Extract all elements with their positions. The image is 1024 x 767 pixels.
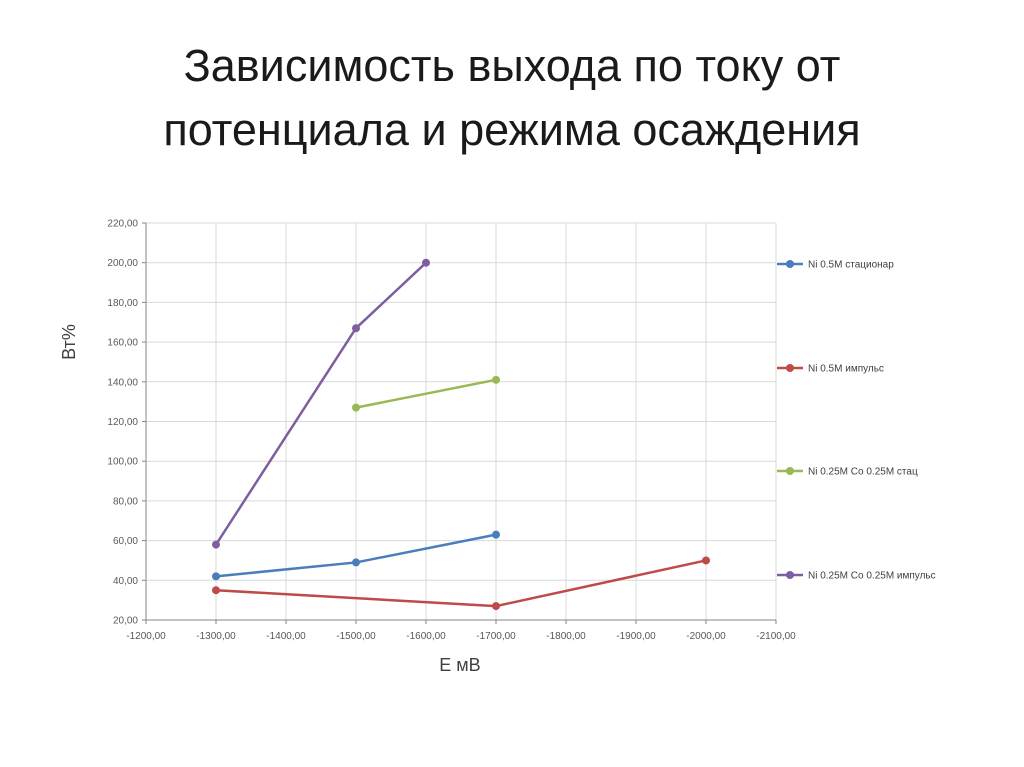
legend-label: Ni 0.5M импульс	[808, 364, 884, 375]
y-tick-label: 60,00	[113, 536, 138, 547]
y-axis-title: Вт%	[59, 324, 79, 360]
y-tick-label: 140,00	[107, 377, 138, 388]
x-tick-label: -1600,00	[406, 631, 446, 642]
legend-label: Ni 0.25M Co 0.25M импульс	[808, 571, 936, 582]
y-tick-label: 220,00	[107, 219, 138, 230]
data-point	[702, 556, 710, 565]
y-tick-label: 20,00	[113, 616, 138, 627]
slide-title: Зависимость выхода по току от потенциала…	[0, 34, 1024, 162]
axes	[142, 222, 777, 624]
series-line	[215, 559, 707, 608]
series-1	[212, 530, 500, 581]
legend-item: Ni 0.25M Co 0.25M импульс	[777, 571, 936, 582]
data-point	[422, 258, 430, 267]
gridlines	[145, 222, 777, 621]
x-tick-label: -1400,00	[266, 631, 306, 642]
x-tick-label: -1900,00	[616, 631, 656, 642]
data-point	[492, 530, 500, 539]
series-2	[212, 556, 710, 611]
legend: Ni 0.5M стационар Ni 0.5M импульс Ni 0.25M…	[777, 260, 936, 582]
x-tick-label: -2000,00	[686, 631, 726, 642]
data-point	[212, 572, 220, 581]
data-point	[212, 540, 220, 549]
y-tick-label: 160,00	[107, 338, 138, 349]
series-group	[212, 258, 710, 611]
y-tick-label: 120,00	[107, 417, 138, 428]
x-tick-label: -1200,00	[126, 631, 166, 642]
data-point	[352, 558, 360, 567]
data-point	[352, 324, 360, 333]
legend-item: Ni 0.5M импульс	[777, 364, 884, 375]
x-tick-label: -1300,00	[196, 631, 236, 642]
legend-swatch-marker	[786, 364, 794, 372]
y-tick-label: 100,00	[107, 457, 138, 468]
tick-labels: 20,00 40,00 60,00 80,00 100,00 120,00 140,00 16…	[107, 219, 796, 643]
x-tick-label: -1800,00	[546, 631, 586, 642]
series-line	[214, 261, 427, 546]
legend-item: Ni 0.25M Co 0.25M стац	[777, 467, 918, 478]
x-tick-label: -2100,00	[756, 631, 796, 642]
y-tick-label: 80,00	[113, 496, 138, 507]
legend-label: Ni 0.5M стационар	[808, 260, 894, 271]
data-point	[492, 602, 500, 611]
x-tick-label: -1700,00	[476, 631, 516, 642]
y-tick-label: 200,00	[107, 258, 138, 269]
series-line	[355, 378, 497, 409]
slide-title-line-1: Зависимость выхода по току от	[183, 40, 841, 91]
legend-swatch-marker	[786, 260, 794, 268]
data-point	[212, 586, 220, 595]
legend-item: Ni 0.5M стационар	[777, 260, 894, 271]
data-point	[492, 375, 500, 384]
slide-title-line-2: потенциала и режима осаждения	[163, 104, 861, 155]
x-axis-title: E мВ	[439, 655, 480, 675]
legend-swatch-marker	[786, 467, 794, 475]
series-4	[212, 258, 430, 549]
legend-label: Ni 0.25M Co 0.25M стац	[808, 467, 918, 478]
legend-swatch-marker	[786, 571, 794, 579]
data-point	[352, 403, 360, 412]
x-tick-label: -1500,00	[336, 631, 376, 642]
y-tick-label: 40,00	[113, 576, 138, 587]
y-tick-label: 180,00	[107, 298, 138, 309]
series-3	[352, 375, 500, 412]
